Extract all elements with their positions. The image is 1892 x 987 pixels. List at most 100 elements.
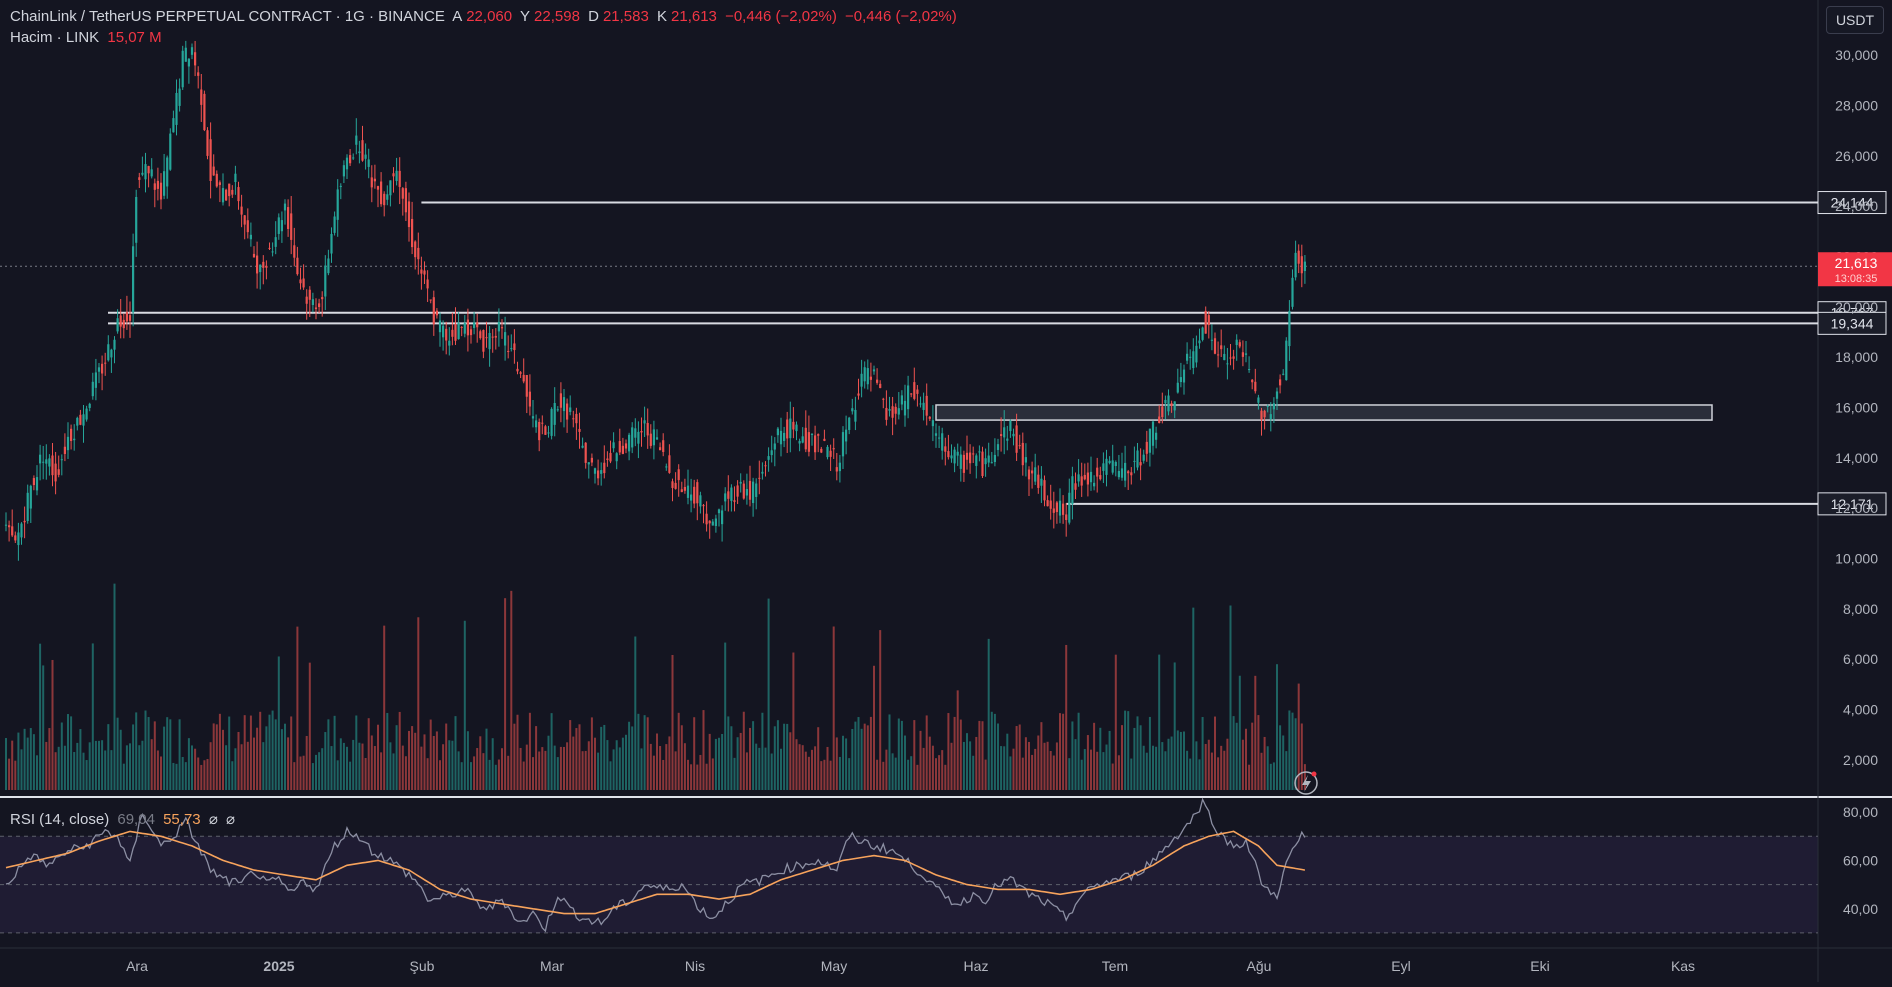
candle-body — [624, 443, 628, 449]
candle-body — [748, 480, 752, 500]
volume-bar — [110, 750, 113, 790]
level-tag-label: 19,344 — [1831, 315, 1874, 331]
candle-body — [26, 492, 29, 521]
candle-body — [618, 441, 621, 453]
volume-bar — [708, 733, 711, 790]
time-axis-label: Eyl — [1391, 958, 1410, 974]
currency-unit-button[interactable]: USDT — [1826, 6, 1884, 34]
volume-bar — [718, 737, 720, 790]
volume-bar — [225, 745, 228, 790]
candle-body — [652, 429, 655, 446]
candle-body — [569, 407, 572, 412]
candle-body — [314, 307, 318, 310]
volume-bar — [680, 725, 683, 790]
volume-bar — [931, 745, 934, 790]
candle-body — [528, 391, 531, 407]
candle-body — [287, 207, 290, 229]
candle-body — [395, 170, 398, 181]
candle-body — [1130, 472, 1133, 476]
candle-body — [891, 406, 894, 418]
volume-bar — [184, 762, 187, 790]
volume-bar — [460, 762, 463, 790]
volume-bar — [1068, 758, 1071, 790]
price-tick-label: 4,000 — [1843, 702, 1878, 718]
volume-bar — [153, 721, 156, 790]
candle-body — [1142, 454, 1145, 461]
candle-body — [621, 445, 624, 454]
volume-bar — [519, 747, 522, 790]
volume-bar — [333, 715, 336, 790]
candle-body — [637, 431, 640, 444]
candle-body — [1055, 502, 1058, 513]
volume-bar — [1254, 675, 1257, 790]
candle-body — [268, 247, 271, 249]
candle-body — [727, 491, 730, 499]
volume-bar — [442, 744, 445, 790]
candle-body — [758, 477, 761, 479]
candle-body — [1173, 401, 1176, 411]
volume-bar — [82, 752, 85, 790]
candle-body — [1189, 356, 1192, 358]
volume-bar — [358, 742, 361, 790]
volume-bar — [231, 761, 234, 790]
volume-bar — [928, 736, 931, 790]
price-tick-label: 26,000 — [1835, 148, 1878, 164]
candle-body — [674, 482, 677, 489]
candle-body — [668, 455, 671, 473]
volume-bar — [8, 758, 11, 790]
volume-bar — [268, 714, 271, 790]
candle-body — [209, 139, 212, 181]
candle-body — [1139, 462, 1142, 466]
volume-bar — [501, 748, 503, 790]
volume-bar — [79, 729, 82, 790]
volume-bar — [1303, 764, 1306, 790]
rsi-tick-label: 80,00 — [1843, 804, 1878, 820]
volume-bar — [547, 735, 550, 790]
volume-bar — [532, 757, 534, 790]
volume-bar — [603, 724, 606, 790]
candle-body — [866, 368, 869, 385]
candle-body — [482, 329, 485, 352]
candle-body — [814, 435, 817, 453]
candle-body — [302, 278, 305, 288]
volume-bar — [504, 598, 507, 790]
candle-body — [1164, 399, 1167, 404]
candle-body — [1108, 460, 1111, 464]
candle-body — [1083, 474, 1086, 480]
candle-body — [423, 270, 426, 275]
candle-body — [755, 483, 758, 497]
candle-body — [1238, 342, 1241, 347]
price-tick-label: 28,000 — [1835, 98, 1878, 114]
volume-bar — [222, 729, 224, 790]
symbol-name: ChainLink / TetherUS PERPETUAL CONTRACT … — [10, 8, 445, 25]
volume-bar — [1148, 716, 1151, 790]
replay-icon[interactable] — [1294, 771, 1318, 795]
volume-bar — [398, 711, 401, 790]
candle-body — [869, 376, 872, 380]
volume-bar — [683, 743, 686, 790]
volume-bar — [1269, 763, 1272, 790]
volume-bar — [690, 764, 693, 790]
candle-body — [894, 406, 897, 414]
volume-bar — [209, 742, 212, 790]
volume-bar — [26, 737, 29, 790]
volume-bar — [807, 756, 810, 790]
candle-body — [566, 403, 569, 420]
volume-bar — [665, 744, 668, 790]
candle-body — [510, 348, 513, 350]
high-value: 22,598 — [534, 8, 580, 25]
candle-body — [903, 400, 907, 416]
volume-bar — [1291, 712, 1294, 790]
volume-bar — [736, 737, 739, 790]
candle-body — [934, 433, 938, 436]
volume-bar — [621, 737, 624, 790]
volume-bar — [1114, 654, 1117, 790]
candle-body — [910, 393, 913, 395]
volume-bar — [259, 711, 262, 790]
candle-body — [959, 454, 962, 469]
volume-bar — [563, 746, 565, 790]
volume-bar — [395, 725, 398, 790]
candle-body — [104, 362, 107, 364]
volume-bar — [1015, 726, 1018, 790]
